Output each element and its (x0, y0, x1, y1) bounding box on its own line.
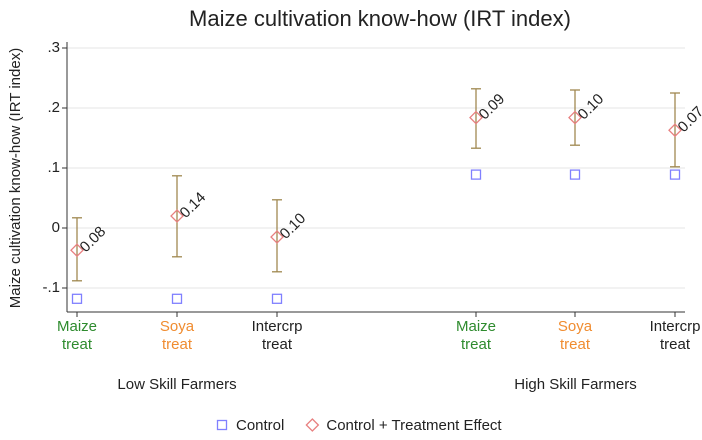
legend-marker (216, 419, 228, 431)
y-tick-label: .3 (47, 39, 60, 56)
legend-label: Control + Treatment Effect (326, 417, 502, 434)
control-marker (71, 293, 83, 304)
treatment-marker (568, 110, 582, 125)
treatment-marker (668, 123, 682, 138)
control-marker (569, 169, 581, 180)
y-tick-label: .2 (47, 99, 60, 116)
group-label: Low Skill Farmers (117, 376, 236, 393)
legend-label: Control (236, 417, 284, 434)
group-label: High Skill Farmers (514, 376, 637, 393)
y-tick-label: 0 (52, 219, 60, 236)
treatment-marker (170, 209, 184, 223)
error-bar (670, 92, 680, 168)
x-tick-label: Soya treat (558, 318, 593, 353)
treatment-marker (70, 243, 84, 258)
treatment-marker (270, 230, 284, 244)
treatment-marker (469, 110, 483, 125)
error-bar (570, 89, 580, 146)
control-marker (271, 293, 283, 304)
error-bar (272, 199, 282, 273)
x-tick-label: Maize treat (57, 318, 97, 353)
control-marker (171, 293, 183, 304)
x-tick-label: Intercrp treat (252, 318, 303, 353)
y-axis-label: Maize cultivation know-how (IRT index) (7, 48, 24, 308)
error-bar (72, 217, 82, 282)
y-tick-label: -.1 (42, 279, 60, 296)
chart-title: Maize cultivation know-how (IRT index) (189, 6, 571, 31)
error-bar (471, 88, 481, 149)
control-marker (669, 169, 681, 180)
error-bar (172, 175, 182, 258)
x-tick-label: Soya treat (160, 318, 195, 353)
x-tick-label: Maize treat (456, 318, 496, 353)
legend-marker (305, 418, 320, 432)
control-marker (470, 169, 482, 180)
y-tick-label: .1 (47, 159, 60, 176)
x-tick-label: Intercrp treat (650, 318, 701, 353)
